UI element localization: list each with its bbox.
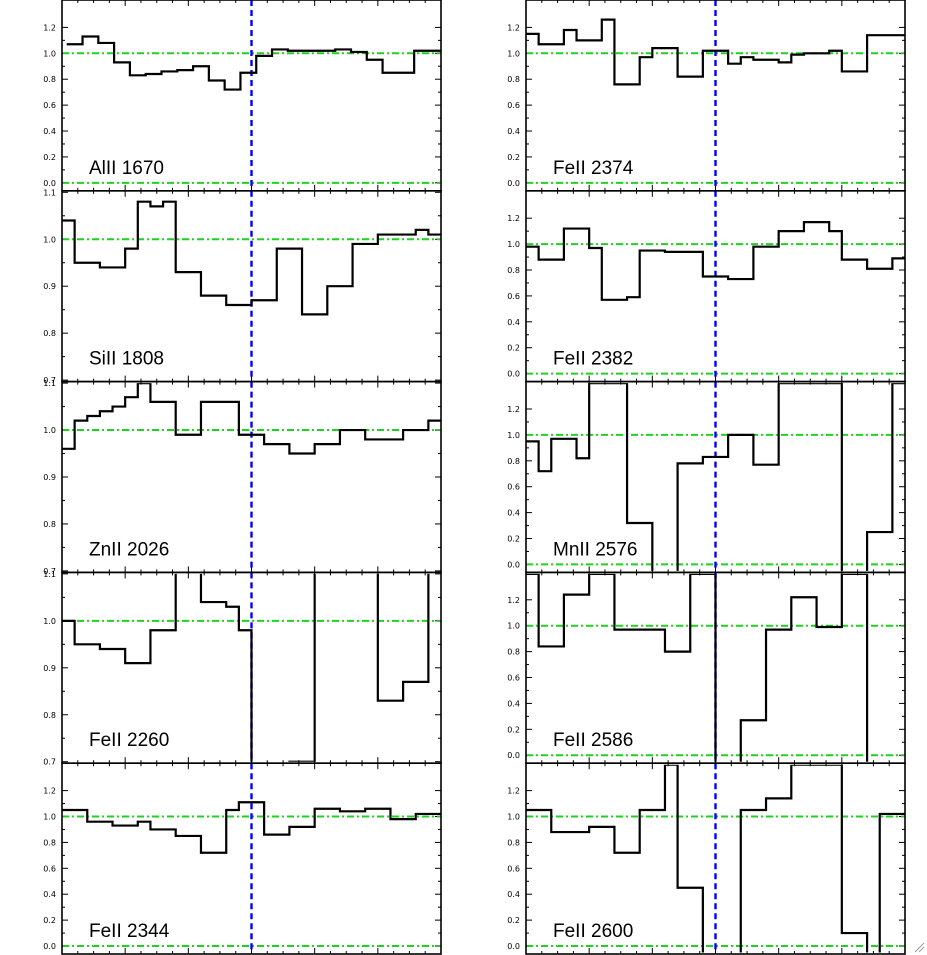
y-tick-label: 1.1 (43, 570, 56, 579)
panel-label: FeII 2586 (553, 730, 633, 751)
y-tick-label: 0.4 (43, 127, 56, 136)
panel-feii-2260: 0.7 0.8 0.9 1.0 1.1 FeII 2260 (43, 570, 442, 767)
panel-alii-1670: 0.0 0.2 0.4 0.6 0.8 1.0 1.2 AlII 1670 (43, 0, 442, 192)
y-tick-label: 0.2 (507, 725, 520, 734)
y-tick-label: 0.2 (507, 153, 520, 162)
y-tick-label: 1.2 (43, 23, 56, 32)
spectrum-line-feii-2586 (526, 573, 869, 762)
y-tick-label: 0.0 (507, 179, 520, 188)
y-tick-label: 0.6 (507, 674, 520, 683)
y-tick-label: 1.0 (507, 240, 520, 249)
spectrum-line-feii-2374 (526, 18, 905, 86)
y-tick-label: 0.2 (507, 344, 520, 353)
y-tick-label: 1.0 (43, 235, 56, 244)
y-tick-label: 0.8 (507, 266, 520, 275)
y-tick-label: 0.8 (43, 711, 56, 720)
y-tick-label: 1.0 (43, 49, 56, 58)
panel-mnii-2576: 0.0 0.2 0.4 0.6 0.8 1.0 1.2 MnII 2576 (507, 380, 906, 574)
y-tick-label: 1.1 (43, 188, 56, 197)
y-tick-label: 0.9 (43, 664, 56, 673)
y-tick-label: 0.0 (507, 942, 520, 951)
panel-znii-2026: 0.7 0.8 0.9 1.0 1.1 ZnII 2026 (43, 379, 442, 576)
panel-label: FeII 2374 (553, 158, 634, 179)
y-tick-label: 0.8 (43, 838, 56, 847)
spectrum-line-mnii-2576 (526, 383, 905, 571)
y-tick-label: 0.8 (43, 75, 56, 84)
panel-feii-2344-frame (61, 762, 442, 955)
y-tick-label: 0.4 (507, 127, 520, 136)
y-tick-label: 1.0 (43, 426, 56, 435)
spectrum-line-feii-2382 (526, 220, 905, 301)
y-tick-label: 0.2 (507, 535, 520, 544)
y-tick-label: 0.6 (43, 864, 56, 873)
y-tick-label: 0.6 (43, 101, 56, 110)
panel-label: FeII 2600 (553, 921, 633, 942)
y-tick-label: 0.6 (507, 864, 520, 873)
y-tick-label: 0.0 (43, 942, 56, 951)
panel-feii-2374: 0.0 0.2 0.4 0.6 0.8 1.0 1.2 FeII 2374 (507, 0, 906, 192)
panel-label: ZnII 2026 (89, 539, 169, 560)
panel-label: SiII 1808 (89, 349, 164, 370)
y-tick-label: 0.8 (507, 75, 520, 84)
y-tick-label: 0.8 (43, 329, 56, 338)
y-tick-label: 1.0 (507, 431, 520, 440)
spectrum-line-znii-2026 (62, 383, 441, 455)
y-tick-label: 0.4 (43, 890, 56, 899)
panel-siii-1808: 0.7 0.8 0.9 1.0 1.1 SiII 1808 (43, 188, 442, 385)
y-tick-label: 0.7 (43, 758, 56, 767)
spectrum-line-feii-2600 (526, 764, 905, 953)
spectrum-line-alii-1670 (66, 35, 441, 91)
y-tick-label: 0.6 (507, 483, 520, 492)
panel-feii-2600-frame (525, 762, 906, 955)
y-tick-label: 0.4 (507, 890, 520, 899)
y-tick-label: 1.2 (43, 787, 56, 796)
panel-feii-2586: 0.0 0.2 0.4 0.6 0.8 1.0 1.2 FeII 2586 (507, 571, 906, 765)
y-tick-label: 1.0 (507, 813, 520, 822)
panel-feii-2382: 0.0 0.2 0.4 0.6 0.8 1.0 1.2 FeII 2382 (507, 190, 906, 383)
y-tick-label: 0.6 (507, 292, 520, 301)
y-tick-label: 0.0 (507, 751, 520, 760)
y-tick-label: 0.4 (507, 699, 520, 708)
y-tick-label: 1.0 (507, 49, 520, 58)
y-tick-label: 1.0 (43, 813, 56, 822)
y-tick-label: 0.8 (507, 457, 520, 466)
y-tick-label: 0.7 (43, 567, 56, 576)
spectrum-line-feii-2260 (62, 573, 430, 762)
panel-label: MnII 2576 (553, 539, 638, 560)
y-tick-label: 0.0 (43, 179, 56, 188)
resize-grip-icon[interactable] (913, 941, 925, 953)
y-tick-label: 0.8 (507, 648, 520, 657)
y-tick-label: 1.0 (43, 617, 56, 626)
y-tick-label: 0.6 (507, 101, 520, 110)
spectrum-line-feii-2344 (62, 801, 441, 854)
y-tick-label: 0.7 (43, 376, 56, 385)
y-tick-label: 0.2 (43, 153, 56, 162)
panel-feii-2344: 0.0 0.2 0.4 0.6 0.8 1.0 1.2 FeII 2344 (43, 762, 442, 955)
y-tick-label: 0.8 (43, 520, 56, 529)
y-tick-label: 0.9 (43, 282, 56, 291)
y-tick-label: 1.2 (507, 214, 520, 223)
y-tick-label: 1.2 (507, 405, 520, 414)
panel-label: AlII 1670 (89, 158, 164, 179)
y-tick-label: 0.2 (507, 916, 520, 925)
panel-label: FeII 2382 (553, 349, 633, 370)
y-tick-label: 1.1 (43, 379, 56, 388)
y-tick-label: 0.0 (507, 370, 520, 379)
y-tick-label: 0.0 (507, 560, 520, 569)
y-tick-label: 0.8 (507, 838, 520, 847)
panel-label: FeII 2344 (89, 921, 170, 942)
panel-feii-2600: 0.0 0.2 0.4 0.6 0.8 1.0 1.2 FeII 2600 (507, 762, 906, 955)
y-tick-label: 1.2 (507, 787, 520, 796)
y-tick-label: 1.0 (507, 622, 520, 631)
panel-label: FeII 2260 (89, 730, 169, 751)
y-tick-label: 0.9 (43, 473, 56, 482)
y-tick-label: 1.2 (507, 23, 520, 32)
y-tick-label: 0.4 (507, 318, 520, 327)
y-tick-label: 0.2 (43, 916, 56, 925)
spectrum-line-siii-1808 (62, 200, 441, 316)
y-tick-label: 0.4 (507, 509, 520, 518)
y-tick-label: 1.2 (507, 596, 520, 605)
